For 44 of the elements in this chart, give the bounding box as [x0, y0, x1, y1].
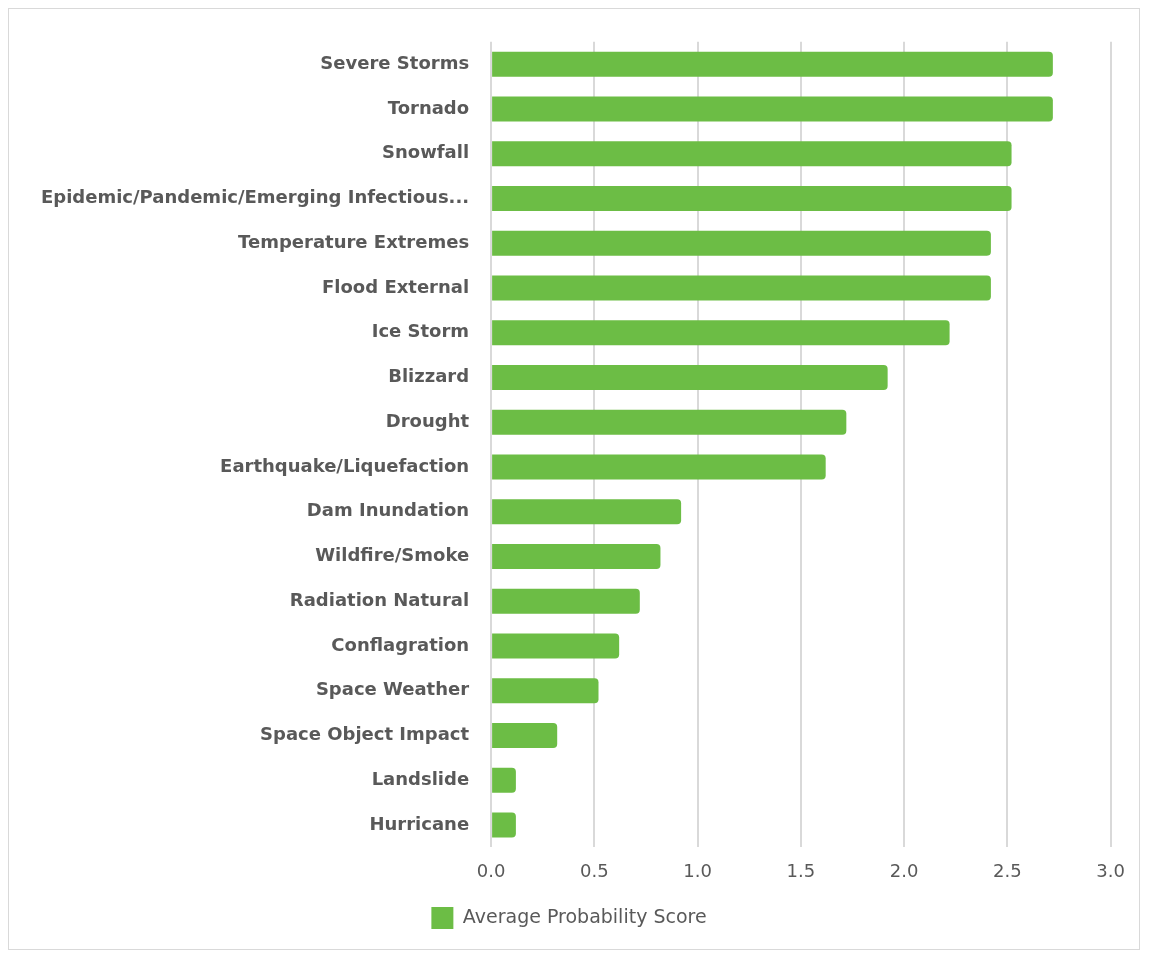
- y-tick-label: Blizzard: [388, 365, 470, 387]
- bar: [492, 51, 1053, 77]
- legend-label: Average Probability Score: [462, 904, 707, 927]
- y-tick-label: Ice Storm: [371, 320, 470, 342]
- bar: [492, 185, 1012, 211]
- x-tick-label: 1.5: [786, 859, 816, 881]
- y-tick-label: Space Weather: [315, 678, 470, 700]
- bar: [492, 320, 950, 346]
- x-tick-label: 2.5: [993, 859, 1022, 881]
- bar: [492, 678, 599, 704]
- y-tick-label: Flood External: [322, 275, 470, 297]
- bar: [492, 454, 826, 480]
- y-tick-label: Wildfire/Smoke: [315, 544, 470, 566]
- y-tick-label: Landslide: [371, 767, 470, 789]
- bar: [492, 543, 661, 570]
- y-tick-label: Drought: [385, 409, 470, 431]
- bar: [492, 767, 516, 793]
- bar: [492, 633, 620, 659]
- x-tick-label: 3.0: [1096, 859, 1126, 881]
- bar: [492, 409, 847, 435]
- bar: [492, 722, 558, 749]
- y-tick-label: Hurricane: [369, 812, 470, 834]
- y-tick-label: Radiation Natural: [289, 588, 470, 610]
- y-tick-label: Snowfall: [382, 141, 470, 163]
- y-tick-label: Tornado: [387, 96, 470, 118]
- y-tick-label: Epidemic/Pandemic/Emerging Infectious...: [41, 186, 470, 208]
- x-tick-label: 1.0: [683, 859, 712, 881]
- bar: [492, 230, 991, 256]
- bar: [492, 141, 1012, 167]
- bar: [492, 96, 1053, 122]
- bar: [492, 275, 991, 301]
- y-tick-label: Dam Inundation: [306, 499, 470, 521]
- y-tick-label: Earthquake/Liquefaction: [220, 454, 470, 476]
- y-tick-label: Severe Storms: [320, 51, 470, 73]
- x-tick-label: 0.0: [476, 859, 506, 881]
- x-tick-label: 0.5: [580, 859, 609, 881]
- x-tick-label: 2.0: [889, 859, 919, 881]
- bar: [492, 812, 516, 838]
- y-tick-label: Space Object Impact: [260, 723, 470, 745]
- y-tick-label: Conflagration: [331, 633, 470, 655]
- bar: [492, 588, 640, 614]
- bar: [492, 364, 888, 390]
- y-tick-label: Temperature Extremes: [238, 230, 470, 252]
- bar: [492, 499, 682, 525]
